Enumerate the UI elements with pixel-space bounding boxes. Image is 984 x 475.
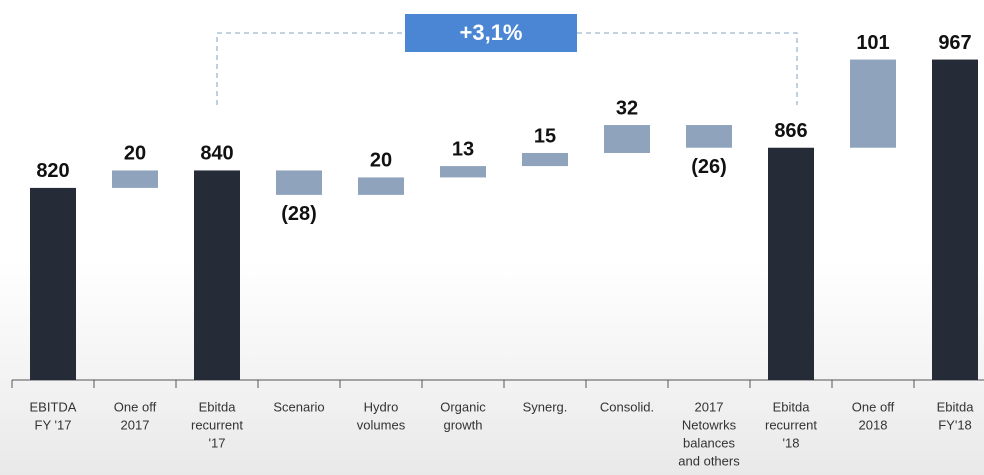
x-tick-label: Hydro (364, 399, 399, 414)
x-tick-label: EBITDA (30, 399, 77, 414)
x-tick-label: and others (678, 453, 740, 468)
x-tick-label: FY '17 (35, 417, 72, 432)
delta-bar (440, 166, 486, 178)
x-tick-label: balances (683, 435, 736, 450)
total-bar (932, 59, 978, 381)
total-bar (768, 147, 814, 380)
delta-bar (112, 170, 158, 188)
x-tick-label: growth (443, 417, 482, 432)
x-tick-label: recurrent (191, 417, 243, 432)
value-label: 20 (124, 143, 146, 165)
bracket (216, 32, 798, 105)
value-label: (28) (281, 203, 317, 225)
value-label: 13 (452, 138, 474, 160)
delta-bar (604, 125, 650, 153)
value-label: 866 (774, 120, 807, 142)
annotation: +3,1% (460, 20, 523, 45)
value-label: 101 (856, 32, 889, 54)
delta-bar (522, 152, 568, 167)
delta-bar (276, 170, 322, 195)
x-tick-label: 2018 (859, 417, 888, 432)
x-tick-label: Synerg. (523, 399, 568, 414)
value-label: 967 (938, 32, 971, 54)
x-tick-label: '17 (209, 435, 226, 450)
x-tick-label: One off (852, 399, 895, 414)
x-tick-label: Ebitda (937, 399, 975, 414)
annotation-box (405, 14, 577, 52)
value-label: (26) (691, 156, 727, 178)
x-tick-label: '18 (783, 435, 800, 450)
x-tick-label: 2017 (121, 417, 150, 432)
value-label: 32 (616, 97, 638, 119)
x-tick-label: FY'18 (938, 417, 972, 432)
x-tick-label: Consolid. (600, 399, 654, 414)
value-label: 820 (36, 160, 69, 182)
x-tick-label: Organic (440, 399, 486, 414)
delta-bar (686, 125, 732, 148)
value-label: 20 (370, 150, 392, 172)
x-tick-label: One off (114, 399, 157, 414)
total-bar (30, 187, 76, 380)
x-tick-label: Scenario (273, 399, 324, 414)
x-tick-label: volumes (357, 417, 406, 432)
x-tick-label: Ebitda (199, 399, 237, 414)
value-label: 840 (200, 143, 233, 165)
x-tick-label: 2017 (695, 399, 724, 414)
x-tick-label: Netowrks (682, 417, 737, 432)
x-tick-label: recurrent (765, 417, 817, 432)
total-bar (194, 170, 240, 380)
delta-bar (358, 177, 404, 195)
value-label: 15 (534, 125, 556, 147)
x-tick-label: Ebitda (773, 399, 811, 414)
delta-bar (850, 59, 896, 148)
